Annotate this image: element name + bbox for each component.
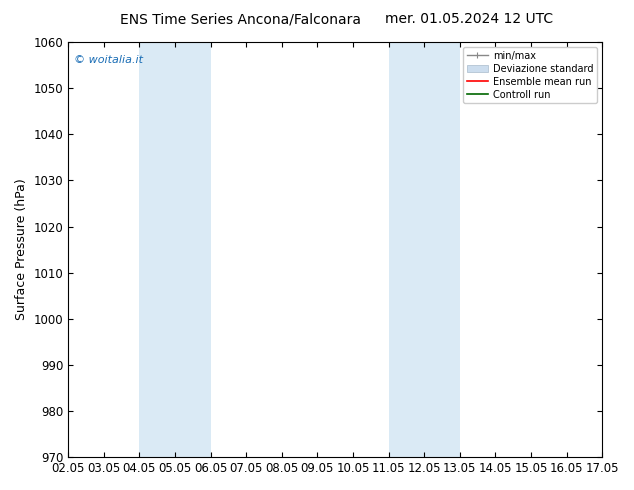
Bar [389, 42, 460, 457]
Text: © woitalia.it: © woitalia.it [74, 54, 143, 65]
Bar [139, 42, 210, 457]
Text: mer. 01.05.2024 12 UTC: mer. 01.05.2024 12 UTC [385, 12, 553, 26]
Text: ENS Time Series Ancona/Falconara: ENS Time Series Ancona/Falconara [120, 12, 361, 26]
Y-axis label: Surface Pressure (hPa): Surface Pressure (hPa) [15, 179, 28, 320]
Legend: min/max, Deviazione standard, Ensemble mean run, Controll run: min/max, Deviazione standard, Ensemble m… [463, 47, 597, 103]
